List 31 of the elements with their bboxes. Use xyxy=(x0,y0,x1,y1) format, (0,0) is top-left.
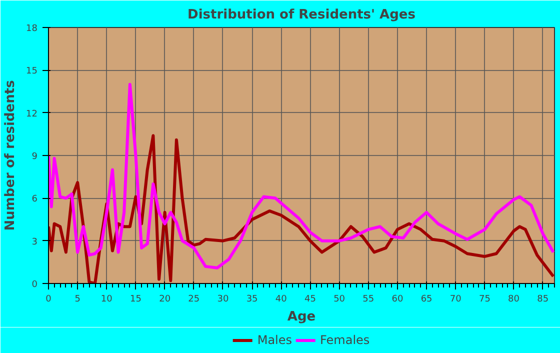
x-tick-label: 30 xyxy=(217,294,229,304)
legend-label: Males xyxy=(257,333,292,347)
line-series xyxy=(48,82,554,270)
x-tick-label: 55 xyxy=(362,294,374,304)
x-tick-label: 10 xyxy=(100,294,113,304)
x-tick-label: 20 xyxy=(159,294,171,304)
x-tick-label: 0 xyxy=(46,294,52,304)
x-tick-label: 50 xyxy=(334,294,346,304)
x-axis-title: Age xyxy=(287,310,316,324)
x-tick-label: 45 xyxy=(304,294,316,304)
y-tick-label: 3 xyxy=(32,237,38,248)
y-axis-title: Number of residents xyxy=(3,80,18,231)
y-tick-label: 18 xyxy=(26,24,38,34)
y-tick-label: 6 xyxy=(32,194,38,205)
x-tick-label: 5 xyxy=(74,294,80,304)
x-tick-label: 60 xyxy=(392,294,404,304)
x-tick-label: 15 xyxy=(130,294,142,304)
x-tick-label: 35 xyxy=(246,294,258,304)
x-tick-label: 85 xyxy=(537,294,549,304)
legend-label: Females xyxy=(320,333,370,347)
y-tick-label: 12 xyxy=(26,109,38,120)
x-tick-label: 75 xyxy=(478,294,490,304)
y-tick-label: 0 xyxy=(32,280,38,290)
x-tick-label: 70 xyxy=(450,294,462,304)
y-tick-label: 9 xyxy=(32,152,38,162)
x-tick-label: 40 xyxy=(275,294,288,304)
x-tick-label: 25 xyxy=(188,294,200,304)
chart-title: Distribution of Residents' Ages xyxy=(188,8,416,22)
x-tick-label: 80 xyxy=(508,294,520,304)
y-tick-label: 15 xyxy=(26,66,38,77)
x-tick-label: 65 xyxy=(420,294,432,304)
